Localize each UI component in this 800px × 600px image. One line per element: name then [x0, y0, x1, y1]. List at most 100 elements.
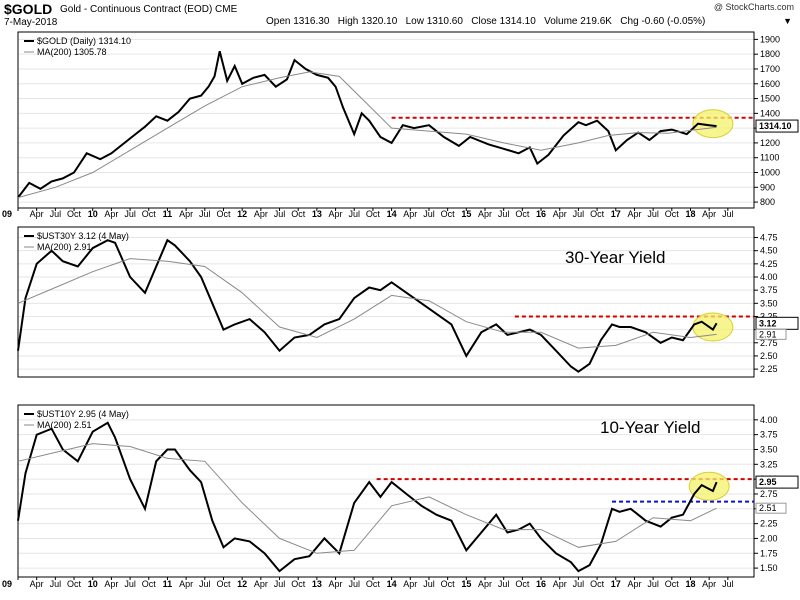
y-tick-label: 2.00 [760, 533, 778, 543]
x-tick-label: Jul [573, 209, 585, 219]
y-tick-label: 1900 [760, 34, 780, 44]
low-value: 1310.60 [426, 16, 463, 27]
ma-line [17, 71, 717, 199]
brand-watermark: @ StockCharts.com [713, 2, 794, 12]
y-tick-label: 2.50 [760, 351, 778, 361]
x-tick-label: 11 [163, 579, 173, 589]
x-tick-label: Apr [553, 209, 567, 219]
x-tick-label: Apr [627, 579, 641, 589]
last-value-label: 3.12 [759, 318, 777, 328]
x-tick-label: 12 [237, 209, 247, 219]
legend-price-label: $UST10Y 2.95 (4 May) [37, 409, 129, 419]
x-tick-label: 09 [2, 209, 12, 219]
open-label: Open [266, 16, 291, 27]
x-tick-label: 18 [685, 209, 695, 219]
ma-value-label: 2.51 [759, 503, 777, 513]
highlight-ellipse [688, 471, 730, 501]
last-value-tag [755, 119, 799, 133]
x-tick-label: Jul [722, 209, 734, 219]
x-tick-label: Jul [722, 579, 734, 589]
x-tick-label: Jul [348, 579, 360, 589]
symbol-title: $GOLD [4, 1, 53, 17]
y-tick-label: 1100 [760, 153, 779, 163]
x-tick-label: Oct [291, 209, 306, 219]
x-tick-label: Apr [254, 579, 268, 589]
x-tick-label: Oct [216, 579, 231, 589]
x-tick-label: Jul [498, 579, 510, 589]
x-tick-label: Jul [124, 579, 136, 589]
y-tick-label: 4.50 [760, 246, 778, 256]
x-tick-label: Oct [67, 579, 82, 589]
legend-ma-label: MA(200) 2.51 [37, 420, 92, 430]
chg-label: Chg [620, 16, 639, 27]
chart-date: 7-May-2018 [4, 17, 58, 28]
y-tick-label: 4.00 [760, 272, 778, 282]
x-tick-label: Jul [647, 209, 659, 219]
x-tick-label: Apr [30, 209, 44, 219]
y-tick-label: 3.50 [760, 298, 778, 308]
x-tick-label: Jul [423, 579, 435, 589]
x-tick-label: Apr [329, 579, 343, 589]
x-tick-label: Apr [329, 209, 343, 219]
x-tick-label: 14 [387, 209, 397, 219]
x-tick-label: 17 [611, 209, 621, 219]
x-tick-label: Apr [627, 209, 641, 219]
x-tick-label: Apr [403, 579, 417, 589]
x-tick-label: 15 [461, 209, 471, 219]
chart-header: $GOLD Gold - Continuous Contract (EOD) C… [0, 0, 800, 30]
legend-price-label: $GOLD (Daily) 1314.10 [37, 36, 131, 46]
x-tick-label: Jul [199, 209, 211, 219]
x-tick-label: 17 [611, 579, 621, 589]
x-tick-label: Apr [30, 579, 44, 589]
x-tick-label: Oct [665, 579, 680, 589]
x-tick-label: Oct [291, 579, 306, 589]
x-tick-label: Apr [104, 579, 118, 589]
price-line [17, 238, 718, 373]
x-tick-label: Jul [124, 209, 136, 219]
x-tick-label: 13 [312, 579, 322, 589]
x-tick-label: 12 [237, 579, 247, 589]
x-tick-label: Jul [50, 579, 62, 589]
ma-value-label: 2.91 [759, 329, 777, 339]
y-tick-label: 4.00 [760, 415, 778, 425]
y-tick-label: 4.75 [760, 233, 778, 243]
x-tick-label: Oct [142, 209, 157, 219]
x-tick-label: Apr [254, 209, 268, 219]
legend-ma-label: MA(200) 2.91 [37, 242, 92, 252]
last-value-label: 2.95 [759, 477, 777, 487]
x-tick-label: Oct [216, 209, 231, 219]
close-label: Close [471, 16, 497, 27]
x-tick-label: 10 [88, 209, 98, 219]
last-value-tag [755, 475, 799, 489]
high-label: High [337, 16, 359, 27]
ma-value-tag [755, 328, 787, 340]
y-tick-label: 2.75 [760, 489, 778, 499]
x-tick-label: Oct [67, 209, 82, 219]
ma-line [17, 258, 717, 349]
last-value-label: 1314.10 [759, 121, 792, 131]
x-tick-label: Oct [441, 209, 456, 219]
panel-frame [17, 226, 755, 378]
x-tick-label: Jul [423, 209, 435, 219]
y-tick-label: 900 [760, 182, 775, 192]
x-tick-label: 18 [685, 579, 695, 589]
y-tick-label: 1800 [760, 49, 780, 59]
ma-value-tag [755, 502, 787, 514]
ma-line [17, 443, 717, 554]
legend-price-label: $UST30Y 3.12 (4 May) [37, 231, 129, 241]
panel-title: 10-Year Yield [600, 418, 701, 437]
y-tick-label: 2.75 [760, 338, 778, 348]
y-tick-label: 3.75 [760, 285, 778, 295]
y-tick-label: 1.50 [760, 563, 778, 573]
x-tick-label: 13 [312, 209, 322, 219]
y-tick-label: 1000 [760, 168, 780, 178]
panel-title: 30-Year Yield [565, 248, 666, 267]
highlight-ellipse [692, 109, 734, 139]
x-tick-label: 16 [536, 209, 546, 219]
x-tick-label: Apr [179, 579, 193, 589]
high-value: 1320.10 [361, 16, 398, 27]
y-tick-label: 3.25 [760, 459, 778, 469]
x-tick-label: 15 [461, 579, 471, 589]
triangle-down-icon[interactable]: ▼ [783, 16, 792, 26]
legend-ma-label: MA(200) 1305.78 [37, 47, 107, 57]
